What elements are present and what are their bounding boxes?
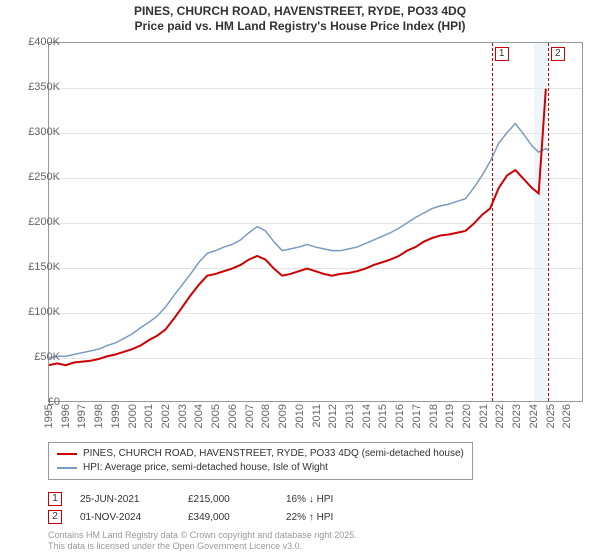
chart-plot-area: 12 (48, 42, 583, 402)
y-tick-label: £50K (12, 351, 60, 363)
chart-container: PINES, CHURCH ROAD, HAVENSTREET, RYDE, P… (0, 0, 600, 560)
legend-swatch-price-paid (57, 453, 77, 455)
x-tick-label: 2006 (227, 404, 239, 428)
legend-swatch-hpi (57, 467, 77, 469)
x-tick-label: 2023 (511, 404, 523, 428)
legend-label-hpi: HPI: Average price, semi-detached house,… (83, 461, 328, 475)
x-tick-label: 2020 (461, 404, 473, 428)
x-tick-label: 2010 (294, 404, 306, 428)
x-tick-label: 2019 (444, 404, 456, 428)
datapoint-marker-1: 1 (48, 492, 62, 506)
y-tick-label: £400K (12, 36, 60, 48)
legend-box: PINES, CHURCH ROAD, HAVENSTREET, RYDE, P… (48, 442, 473, 480)
x-tick-label: 2001 (143, 404, 155, 428)
x-tick-label: 2000 (127, 404, 139, 428)
x-tick-label: 2015 (377, 404, 389, 428)
datapoint-row-1: 1 25-JUN-2021 £215,000 16% ↓ HPI (48, 490, 333, 508)
footer-attribution: Contains HM Land Registry data © Crown c… (48, 530, 357, 552)
x-tick-label: 1995 (43, 404, 55, 428)
datapoint-date-2: 01-NOV-2024 (80, 512, 170, 523)
y-tick-label: £100K (12, 306, 60, 318)
footer-line-1: Contains HM Land Registry data © Crown c… (48, 530, 357, 541)
x-tick-label: 2018 (428, 404, 440, 428)
title-block: PINES, CHURCH ROAD, HAVENSTREET, RYDE, P… (0, 0, 600, 36)
x-tick-label: 2017 (411, 404, 423, 428)
datapoint-date-1: 25-JUN-2021 (80, 494, 170, 505)
y-tick-label: £200K (12, 216, 60, 228)
x-tick-label: 2013 (344, 404, 356, 428)
x-tick-label: 2012 (327, 404, 339, 428)
x-tick-label: 1997 (76, 404, 88, 428)
x-tick-label: 2002 (160, 404, 172, 428)
series-svg (49, 43, 582, 401)
x-tick-label: 2014 (361, 404, 373, 428)
x-tick-label: 2011 (311, 404, 323, 428)
series-line-price_paid (49, 89, 546, 366)
title-line-1: PINES, CHURCH ROAD, HAVENSTREET, RYDE, P… (0, 4, 600, 19)
x-tick-label: 2008 (260, 404, 272, 428)
datapoint-delta-1: 16% ↓ HPI (286, 494, 333, 505)
datapoint-price-1: £215,000 (188, 494, 268, 505)
datapoint-row-2: 2 01-NOV-2024 £349,000 22% ↑ HPI (48, 508, 333, 526)
x-tick-label: 2007 (244, 404, 256, 428)
x-tick-label: 2016 (394, 404, 406, 428)
x-tick-label: 1999 (110, 404, 122, 428)
series-line-hpi (49, 124, 549, 358)
x-tick-label: 2025 (545, 404, 557, 428)
x-tick-label: 2022 (494, 404, 506, 428)
x-tick-label: 2021 (478, 404, 490, 428)
x-tick-label: 2026 (561, 404, 573, 428)
x-tick-label: 2005 (210, 404, 222, 428)
datapoint-marker-2: 2 (48, 510, 62, 524)
y-tick-label: £350K (12, 81, 60, 93)
x-tick-label: 2004 (193, 404, 205, 428)
y-tick-label: £250K (12, 171, 60, 183)
y-tick-label: £150K (12, 261, 60, 273)
datapoint-table: 1 25-JUN-2021 £215,000 16% ↓ HPI 2 01-NO… (48, 490, 333, 526)
x-tick-label: 2024 (528, 404, 540, 428)
x-tick-label: 2009 (277, 404, 289, 428)
y-tick-label: £300K (12, 126, 60, 138)
title-line-2: Price paid vs. HM Land Registry's House … (0, 19, 600, 34)
datapoint-price-2: £349,000 (188, 512, 268, 523)
legend-label-price-paid: PINES, CHURCH ROAD, HAVENSTREET, RYDE, P… (83, 447, 464, 461)
x-tick-label: 1998 (93, 404, 105, 428)
x-tick-label: 2003 (177, 404, 189, 428)
footer-line-2: This data is licensed under the Open Gov… (48, 541, 357, 552)
x-tick-label: 1996 (60, 404, 72, 428)
legend-row-hpi: HPI: Average price, semi-detached house,… (57, 461, 464, 475)
legend-row-price-paid: PINES, CHURCH ROAD, HAVENSTREET, RYDE, P… (57, 447, 464, 461)
datapoint-delta-2: 22% ↑ HPI (286, 512, 333, 523)
